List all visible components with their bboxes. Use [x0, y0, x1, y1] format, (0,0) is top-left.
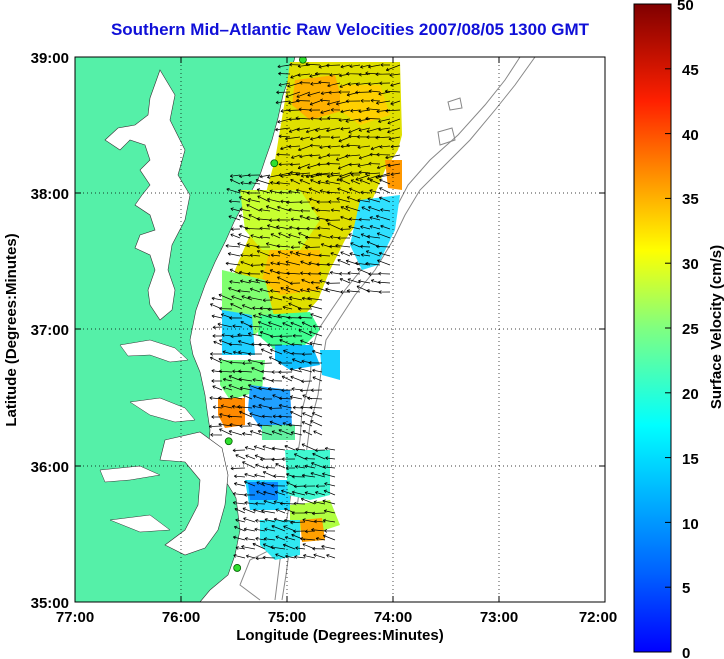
colorbar-tick-label: 40 [682, 127, 699, 144]
y-tick-label: 35:00 [31, 595, 69, 612]
colorbar-tick-label: 5 [682, 580, 690, 597]
radar-site-marker [270, 159, 279, 168]
radar-site-marker [299, 57, 307, 64]
radar-site-marker [224, 437, 233, 446]
colorbar-tick-label: 35 [682, 191, 699, 208]
x-axis-label: Longitude (Degrees:Minutes) [236, 627, 444, 644]
pamlico-sound [159, 431, 229, 556]
axis-ticks [75, 57, 605, 602]
colorbar-tick-label: 20 [682, 386, 699, 403]
colorbar-ticks [665, 3, 671, 588]
colorbar-tick-label: 0 [682, 645, 690, 659]
y-tick-label: 38:00 [31, 186, 69, 203]
y-axis-label: Latitude (Degrees:Minutes) [3, 233, 20, 426]
colorbar-tick-label: 50 [677, 0, 694, 14]
colorbar-label: Surface Velocity (cm/s) [708, 245, 724, 409]
colorbar-tick-label: 45 [682, 62, 699, 79]
y-tick-label: 39:00 [31, 50, 69, 67]
x-tick-label: 77:00 [56, 609, 94, 626]
x-tick-label: 74:00 [374, 609, 412, 626]
x-tick-label: 75:00 [268, 609, 306, 626]
map-title: Southern Mid–Atlantic Raw Velocities 200… [110, 20, 590, 39]
x-tick-label: 72:00 [579, 609, 617, 626]
colorbar-tick-label: 30 [682, 256, 699, 273]
colorbar-tick-label: 10 [682, 516, 699, 533]
velocity-arrows [208, 62, 401, 561]
colorbar-tick-label: 15 [682, 451, 699, 468]
chesapeake-bay [104, 69, 191, 321]
radar-sites [224, 57, 307, 572]
y-tick-label: 36:00 [31, 459, 69, 476]
x-tick-label: 73:00 [480, 609, 518, 626]
grid-lines [75, 57, 605, 602]
x-tick-label: 76:00 [162, 609, 200, 626]
radar-site-marker [233, 564, 242, 572]
colorbar-tick-label: 25 [682, 321, 699, 338]
y-tick-label: 37:00 [31, 322, 69, 339]
